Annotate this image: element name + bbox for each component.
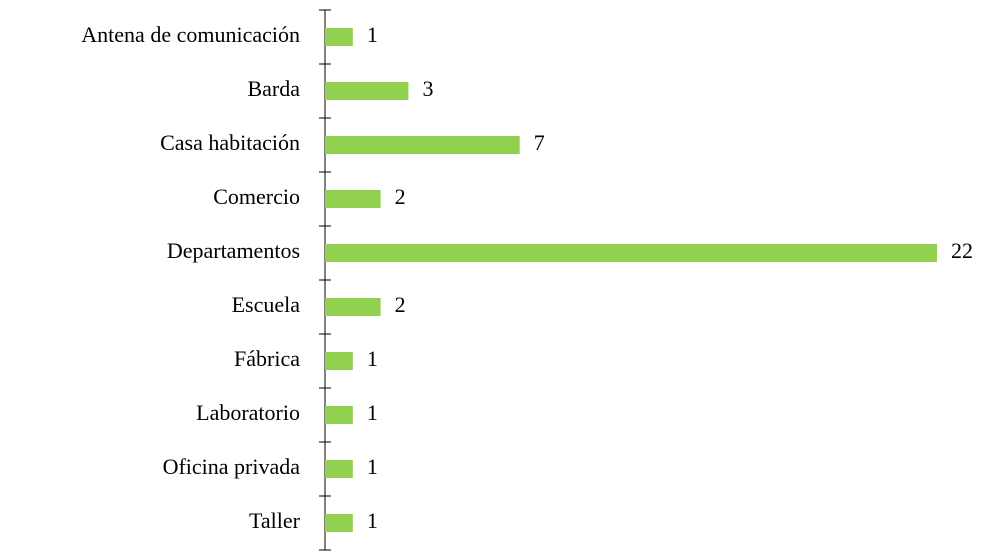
- bar: [325, 406, 353, 424]
- data-label: 1: [367, 400, 378, 425]
- data-label: 3: [422, 76, 433, 101]
- y-tick-label: Escuela: [232, 292, 301, 317]
- y-tick-label: Taller: [249, 508, 301, 533]
- bar: [325, 460, 353, 478]
- y-tick-label: Antena de comunicación: [81, 22, 300, 47]
- y-tick-label: Laboratorio: [196, 400, 300, 425]
- data-label: 22: [951, 238, 973, 263]
- y-tick-label: Departamentos: [167, 238, 300, 263]
- y-tick-label: Casa habitación: [160, 130, 300, 155]
- bar: [325, 28, 353, 46]
- y-tick-label: Barda: [247, 76, 300, 101]
- bar: [325, 514, 353, 532]
- y-tick-label: Fábrica: [234, 346, 300, 371]
- data-label: 1: [367, 454, 378, 479]
- data-label: 1: [367, 22, 378, 47]
- y-tick-label: Comercio: [213, 184, 300, 209]
- bar: [325, 190, 381, 208]
- data-label: 1: [367, 346, 378, 371]
- y-tick-label: Oficina privada: [163, 454, 301, 479]
- data-label: 7: [534, 130, 545, 155]
- bar: [325, 352, 353, 370]
- bar: [325, 298, 381, 316]
- data-label: 2: [395, 184, 406, 209]
- bar: [325, 136, 520, 154]
- bar: [325, 244, 937, 262]
- data-label: 1: [367, 508, 378, 533]
- data-label: 2: [395, 292, 406, 317]
- bar: [325, 82, 409, 100]
